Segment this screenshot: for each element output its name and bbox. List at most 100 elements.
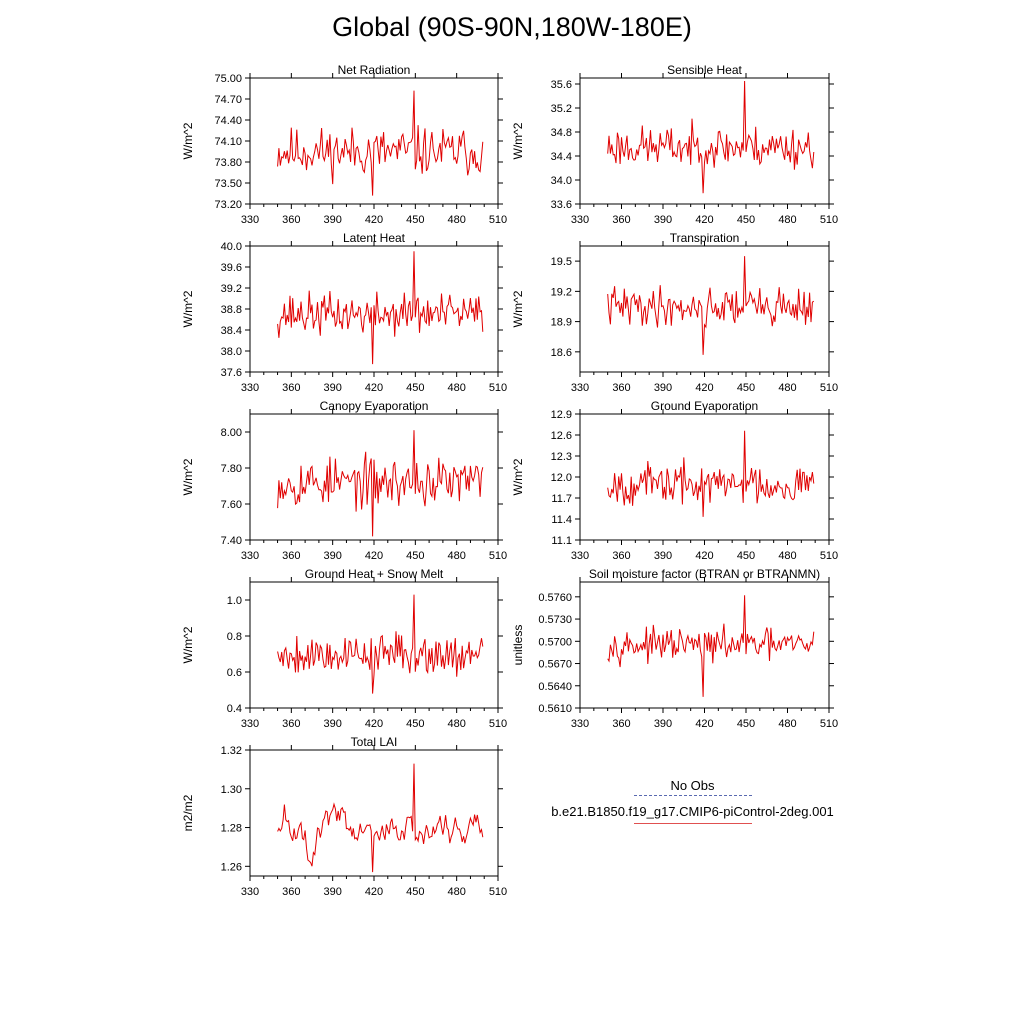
series-line — [277, 90, 484, 196]
plot-frame — [249, 581, 499, 709]
y-tick-label: 0.6 — [227, 667, 242, 679]
x-tick-label: 390 — [654, 382, 672, 394]
plot-frame — [249, 77, 499, 205]
x-tick-label: 450 — [737, 382, 755, 394]
x-tick-label: 390 — [323, 886, 341, 898]
panel-title: Soil moisture factor (BTRAN or BTRANMN) — [589, 567, 820, 581]
y-tick-label: 0.5640 — [538, 681, 572, 693]
panel-9: Total LAI m2/m2 330 360 390 420 450 480 510 1.26 1… — [181, 735, 507, 898]
x-tick-label: 390 — [654, 718, 672, 730]
y-tick-label: 75.00 — [214, 73, 242, 85]
y-tick-label: 8.00 — [221, 427, 242, 439]
x-tick-label: 330 — [241, 382, 259, 394]
x-tick-label: 360 — [282, 382, 300, 394]
y-tick-label: 12.9 — [551, 409, 572, 421]
y-tick-label: 11.1 — [551, 535, 572, 547]
y-axis-label: W/m^2 — [181, 122, 195, 159]
series-line — [277, 430, 484, 537]
y-tick-label: 12.6 — [551, 430, 572, 442]
y-tick-label: 38.8 — [221, 304, 242, 316]
x-tick-label: 510 — [820, 550, 838, 562]
legend-obs-swatch — [633, 795, 752, 796]
y-tick-label: 7.60 — [221, 499, 242, 511]
panel-title: Canopy Evaporation — [320, 399, 429, 413]
plot-frame — [579, 413, 830, 541]
x-tick-label: 330 — [571, 550, 589, 562]
panel-title: Total LAI — [351, 735, 398, 749]
x-tick-label: 330 — [571, 382, 589, 394]
x-tick-label: 480 — [778, 214, 796, 226]
y-axis-label: W/m^2 — [181, 290, 195, 327]
panel-title: Ground Heat + Snow Melt — [305, 567, 444, 581]
panel-title: Sensible Heat — [667, 63, 742, 77]
y-tick-label: 1.30 — [221, 784, 242, 796]
y-tick-label: 0.4 — [227, 703, 242, 715]
y-tick-label: 74.70 — [214, 94, 242, 106]
y-tick-label: 0.5730 — [538, 614, 572, 626]
y-axis-label: W/m^2 — [511, 458, 525, 495]
panel-title: Transpiration — [670, 231, 740, 245]
panel-2: Sensible Heat W/m^2 330 360 390 420 450 480 510 3… — [511, 63, 838, 226]
x-tick-label: 510 — [489, 550, 507, 562]
x-tick-label: 480 — [447, 382, 465, 394]
x-tick-label: 480 — [447, 886, 465, 898]
y-tick-label: 12.3 — [551, 451, 572, 463]
x-tick-label: 360 — [612, 550, 630, 562]
y-tick-label: 34.0 — [551, 175, 572, 187]
x-tick-label: 480 — [778, 382, 796, 394]
series-line — [607, 256, 815, 355]
series-line — [607, 595, 815, 697]
x-tick-label: 420 — [695, 718, 713, 730]
x-tick-label: 390 — [323, 382, 341, 394]
x-tick-label: 420 — [365, 886, 383, 898]
legend: No Obs b.e21.B1850.f19_g17.CMIP6-piContr… — [520, 778, 865, 824]
x-tick-label: 330 — [241, 214, 259, 226]
panel-5: Canopy Evaporation W/m^2 330 360 390 420 450 48… — [181, 399, 507, 562]
x-tick-label: 420 — [365, 382, 383, 394]
x-tick-label: 450 — [406, 214, 424, 226]
legend-obs-label: No Obs — [670, 778, 715, 793]
y-tick-label: 0.5760 — [538, 592, 572, 604]
y-tick-label: 38.4 — [221, 325, 242, 337]
y-tick-label: 35.2 — [551, 103, 572, 115]
y-tick-label: 34.4 — [551, 151, 572, 163]
x-tick-label: 390 — [654, 550, 672, 562]
y-tick-label: 39.6 — [221, 262, 242, 274]
x-tick-label: 450 — [737, 550, 755, 562]
y-tick-label: 38.0 — [221, 346, 242, 358]
y-tick-label: 0.5700 — [538, 636, 572, 648]
panel-title: Net Radiation — [338, 63, 411, 77]
y-tick-label: 34.8 — [551, 127, 572, 139]
panel-4: Transpiration W/m^2 330 360 390 420 450 480 510 1… — [511, 231, 838, 394]
x-tick-label: 450 — [406, 382, 424, 394]
y-tick-label: 19.2 — [551, 286, 572, 298]
x-tick-label: 390 — [323, 550, 341, 562]
x-tick-label: 450 — [406, 550, 424, 562]
x-tick-label: 450 — [406, 718, 424, 730]
series-line — [607, 430, 815, 517]
x-tick-label: 420 — [695, 214, 713, 226]
x-tick-label: 510 — [489, 886, 507, 898]
y-tick-label: 74.10 — [214, 136, 242, 148]
y-axis-label: W/m^2 — [181, 458, 195, 495]
y-tick-label: 12.0 — [551, 472, 572, 484]
y-tick-label: 39.2 — [221, 283, 242, 295]
x-tick-label: 360 — [282, 886, 300, 898]
y-tick-label: 11.4 — [551, 514, 572, 526]
x-tick-label: 510 — [489, 214, 507, 226]
x-tick-label: 360 — [282, 550, 300, 562]
x-tick-label: 480 — [778, 718, 796, 730]
plot-frame — [579, 245, 830, 373]
y-axis-label: unitless — [511, 625, 525, 666]
y-tick-label: 1.32 — [221, 745, 242, 757]
y-tick-label: 7.80 — [221, 463, 242, 475]
y-tick-label: 73.20 — [214, 199, 242, 211]
panel-7: Ground Heat + Snow Melt W/m^2 330 360 390 420… — [181, 567, 507, 730]
x-tick-label: 330 — [241, 886, 259, 898]
x-tick-label: 360 — [612, 718, 630, 730]
x-tick-label: 330 — [241, 550, 259, 562]
x-tick-label: 450 — [737, 718, 755, 730]
x-tick-label: 450 — [406, 886, 424, 898]
series-line — [277, 251, 484, 365]
